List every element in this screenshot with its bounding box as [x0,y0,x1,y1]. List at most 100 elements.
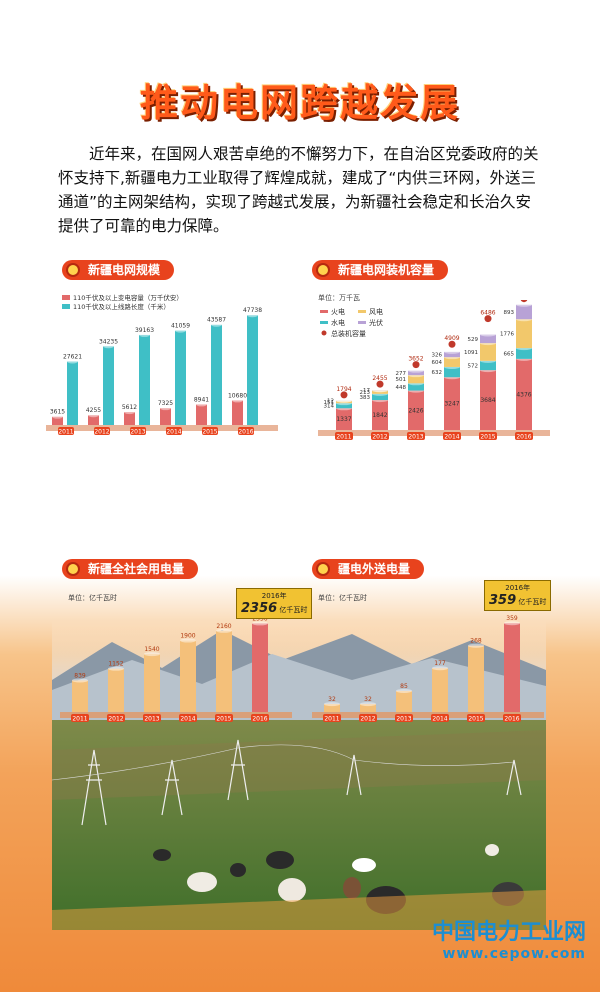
consumption-chart: 8391152154019002160235620112012201320142… [60,615,292,722]
export-bars: 32 32 85 177 268 359 2011 2012 2013 2014 2015 2016 [312,615,544,722]
bar-segment [480,334,496,344]
total-marker [484,315,492,323]
bar [252,623,268,712]
legend-swatch-solar [358,321,366,324]
year-badge [407,432,425,440]
bullet-icon [68,265,78,275]
bar [216,630,232,712]
callout-year: 2016年 [505,584,531,592]
bar-segment [336,408,352,430]
data-label: 314 [324,404,335,410]
total-marker [520,300,528,303]
year-badge [179,714,197,722]
data-label: 1091 [464,350,478,356]
bar-segment [372,393,388,401]
bar-cap [396,688,412,693]
data-label: 10680 [228,392,247,399]
total-marker [412,361,420,369]
x-tick-label: 2012 [360,715,375,722]
data-label: 4376 [516,391,531,398]
bar-substation [160,408,171,425]
year-badge [443,432,461,440]
data-label: 326 [432,353,443,359]
bar-segment [408,370,424,376]
bar-cap [324,702,340,707]
x-tick-label: 2012 [108,715,123,722]
bar-line-length [103,346,114,425]
bar-segment [480,343,496,361]
total-label: 4909 [444,335,459,342]
grid-scale-title: 新疆电网规模 [88,263,161,277]
intro-paragraph: 近年来，在国网人艰苦卓绝的不懈努力下，在自治区党委政府的关怀支持下,新疆电力工业… [58,145,539,235]
bar-substation [232,400,243,425]
bar [72,680,88,712]
bar-substation [52,416,63,425]
data-label: 213 [360,390,371,396]
capacity-unit: 单位：万千瓦 [318,294,360,302]
data-label: 604 [432,360,443,366]
x-tick-label: 2011 [324,715,339,722]
bar-segment [516,304,532,320]
bar-substation-cap [88,413,99,418]
x-tick-label: 2014 [166,428,181,435]
legend-swatch-line [62,304,70,309]
data-label: 665 [504,351,515,357]
data-label: 893 [504,310,515,316]
data-label: 85 [400,683,408,690]
chart-floor [312,712,544,718]
data-label: 151 [324,400,335,406]
bar [396,690,412,712]
landscape-photo [52,620,546,930]
consumption-header: 新疆全社会用电量 [62,559,199,579]
bar [144,654,160,712]
data-label: 1776 [500,332,514,338]
bar-segment [444,377,460,430]
bar-line-length-cap [103,344,114,349]
year-badge [215,714,233,722]
bar-cap [72,678,88,683]
year-badge [515,432,533,440]
data-label: 839 [74,672,86,679]
bar-segment-cap [444,349,460,354]
data-label: 8941 [194,396,209,403]
x-tick-label: 2012 [372,433,387,440]
callout-value: 359 [489,593,517,608]
bar-line-length-cap [211,322,222,327]
export-callout: 2016年 359 亿千瓦时 [484,580,552,611]
data-label: 34235 [99,338,118,345]
total-marker [340,391,348,399]
year-badge [431,714,449,722]
year-badge [130,427,146,435]
callout-unit: 亿千瓦时 [279,606,308,614]
data-label: 572 [468,363,479,369]
watermark-name: 中国电力工业网 [431,920,586,945]
x-tick-label: 2013 [144,715,159,722]
x-tick-label: 2014 [444,433,459,440]
legend-label-hydro: 水电 [331,318,345,327]
x-tick-label: 2016 [252,715,267,722]
data-label: 47738 [243,307,262,314]
total-label: 1794 [336,386,351,393]
bar-cap [432,666,448,671]
consumption-title: 新疆全社会用电量 [88,562,185,576]
legend-label-substation: 110千伏及以上变电容量（万千伏安） [73,293,183,302]
bar-line-length [247,315,258,425]
bar [360,704,376,712]
bar-segment [444,351,460,358]
bar-segment [444,366,460,378]
bar-line-length [67,361,78,425]
grid-scale-bars: 3615 27621 4255 34235 5612 39163 7325 41059 8941… [46,307,278,435]
bar-line-length-cap [139,332,150,337]
data-label: 1337 [336,416,351,423]
data-label: 359 [506,615,518,622]
bar-segment-cap [408,368,424,373]
x-tick-label: 2016 [516,433,531,440]
data-label: 529 [468,337,479,343]
bullet-icon [68,564,78,574]
bar-segment [336,400,352,404]
legend-label-wind: 风电 [369,307,383,316]
bar-cap [144,652,160,657]
total-marker [448,340,456,348]
data-label: 32 [364,696,372,703]
